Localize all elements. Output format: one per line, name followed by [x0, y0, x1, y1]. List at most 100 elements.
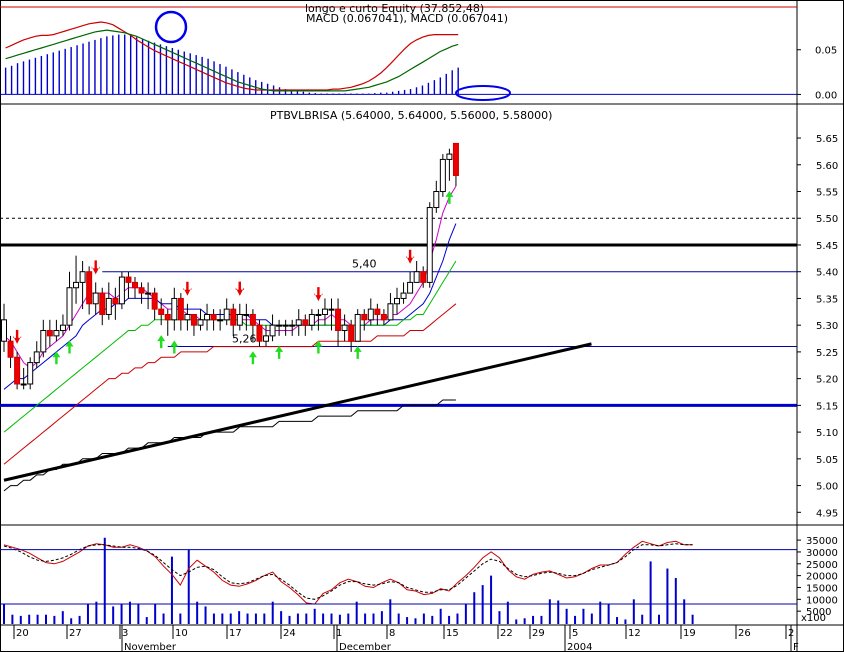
- candle-body: [197, 319, 204, 326]
- sell-arrow: [13, 329, 22, 344]
- candle-body: [289, 324, 296, 327]
- candle-body: [426, 207, 433, 283]
- candle-body: [407, 281, 414, 294]
- candle-body: [243, 313, 250, 316]
- candle-body: [335, 308, 342, 332]
- volume-tick-label: 35000: [806, 536, 838, 547]
- candle-body: [158, 308, 165, 315]
- macd-panel: longo e curto Equity (37.852,48) MACD (0…: [0, 2, 837, 101]
- x-day-label: 1: [336, 628, 342, 639]
- volume-oscillator-0: [3, 540, 693, 605]
- candle-body: [367, 308, 374, 321]
- volume-tick-label: 15000: [806, 583, 838, 594]
- candle-body: [138, 287, 145, 294]
- candle-body: [145, 292, 152, 295]
- price-tick-label: 5.65: [816, 134, 838, 145]
- candle-body: [315, 313, 322, 316]
- candle-body: [223, 308, 230, 321]
- price-tick-label: 5.45: [816, 241, 838, 252]
- candle-body: [380, 313, 387, 321]
- candle-body: [230, 308, 237, 326]
- macd-tick-label: 0.00: [815, 90, 837, 101]
- price-level-label: 5,40: [352, 258, 377, 271]
- candle-body: [27, 362, 34, 385]
- highlight-ellipse: [455, 85, 511, 101]
- candle-body: [7, 340, 14, 358]
- candle-body: [99, 292, 106, 315]
- volume-tick-label: 20000: [806, 572, 838, 583]
- candle-body: [14, 356, 21, 385]
- candle-body: [59, 324, 66, 332]
- candle-body: [446, 153, 453, 160]
- candle-body: [269, 324, 276, 337]
- price-tick-label: 5.55: [816, 188, 838, 199]
- candle-body: [400, 292, 407, 299]
- candle-body: [302, 319, 309, 326]
- candle-body: [387, 303, 394, 321]
- candle-body: [40, 330, 47, 353]
- moving-average-0: [3, 185, 457, 369]
- candle-body: [53, 330, 60, 337]
- candle-body: [439, 158, 446, 193]
- candle-body: [348, 324, 355, 342]
- price-tick-label: 5.05: [816, 455, 838, 466]
- x-month-label: November: [124, 642, 177, 652]
- price-level-label: 5,26: [232, 333, 257, 346]
- x-day-label: 19: [683, 628, 696, 639]
- candle-body: [118, 276, 125, 305]
- buy-arrow: [157, 335, 166, 349]
- x-axis: 202731017241815222951219262NovemberDecem…: [13, 625, 799, 652]
- candle-body: [295, 319, 302, 326]
- macd-subtitle: MACD (0.067041), MACD (0.067041): [306, 12, 508, 25]
- candle-body: [217, 319, 224, 322]
- candle-body: [204, 313, 211, 321]
- price-tick-label: 5.10: [816, 428, 838, 439]
- buy-arrow: [170, 340, 179, 354]
- moving-average-4: [3, 399, 456, 492]
- buy-arrow: [445, 190, 454, 204]
- candle-body: [112, 297, 119, 305]
- candle-body: [66, 287, 73, 326]
- price-tick-label: 5.20: [816, 375, 838, 386]
- candle-body: [151, 292, 158, 310]
- moving-average-3: [3, 303, 457, 465]
- candle-body: [321, 308, 328, 315]
- x-day-label: 29: [532, 628, 545, 639]
- x-month-label: December: [339, 642, 392, 652]
- macd-line-1: [5, 29, 459, 92]
- price-title: PTBVLBRISA (5.64000, 5.64000, 5.56000, 5…: [270, 109, 552, 122]
- candle-body: [33, 351, 40, 364]
- price-tick-label: 5.30: [816, 321, 838, 332]
- candle-body: [171, 297, 178, 321]
- candle-body: [210, 313, 217, 321]
- price-tick-label: 5.15: [816, 401, 838, 412]
- candle-body: [125, 276, 132, 283]
- candle-body: [374, 308, 381, 315]
- x-day-label: 22: [500, 628, 513, 639]
- candle-body: [420, 271, 427, 283]
- candle-body: [452, 142, 459, 176]
- price-tick-label: 4.95: [816, 508, 838, 519]
- candle-body: [341, 324, 348, 332]
- x-month-label: 2004: [567, 642, 592, 652]
- x-day-label: 20: [16, 628, 29, 639]
- annotations: [154, 10, 511, 101]
- candle-body: [73, 281, 80, 289]
- candle-body: [1, 319, 7, 342]
- macd-title: longo e curto Equity (37.852,48): [305, 2, 484, 15]
- sell-arrow: [406, 249, 415, 264]
- candle-body: [249, 313, 256, 326]
- highlight-circle: [154, 10, 188, 44]
- candle-body: [394, 297, 400, 305]
- candle-body: [328, 308, 335, 311]
- macd-line-0: [5, 21, 459, 91]
- buy-arrow: [275, 345, 284, 359]
- price-tick-label: 5.40: [816, 268, 838, 279]
- sell-arrow: [314, 287, 323, 302]
- candle-body: [354, 313, 361, 342]
- volume-tick-label: 5000: [806, 607, 831, 618]
- candle-body: [164, 313, 171, 321]
